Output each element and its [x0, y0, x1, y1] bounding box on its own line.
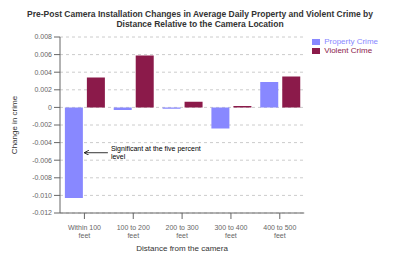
svg-text:-0.004: -0.004: [32, 139, 52, 146]
svg-text:-0.012: -0.012: [32, 209, 52, 216]
svg-text:Significant at the five percen: Significant at the five percentlevel: [111, 145, 201, 160]
html-text:Distance Relative to the Camer: Distance Relative to the Camera Location: [116, 19, 284, 29]
svg-text:-0.008: -0.008: [32, 174, 52, 181]
svg-text:0.008: 0.008: [34, 33, 52, 40]
svg-text:0.006: 0.006: [34, 51, 52, 58]
svg-text:Within 100feet: Within 100feet: [68, 224, 101, 239]
svg-text:-0.002: -0.002: [32, 121, 52, 128]
svg-text:300 to 400feet: 300 to 400feet: [214, 224, 247, 239]
svg-text:0.004: 0.004: [34, 69, 52, 76]
html-text:Pre-Post Camera Installation C: Pre-Post Camera Installation Changes in …: [27, 9, 373, 19]
svg-text:-0.006: -0.006: [32, 157, 52, 164]
svg-text:0: 0: [48, 104, 52, 111]
svg-text:100 to 200feet: 100 to 200feet: [117, 224, 150, 239]
svg-text:-0.010: -0.010: [32, 192, 52, 199]
html-text:Property Crime: Property Crime: [324, 37, 378, 46]
svg-text:400 to 500feet: 400 to 500feet: [263, 224, 296, 239]
svg-text:0.002: 0.002: [34, 86, 52, 93]
html-text:Violent Crime: Violent Crime: [324, 46, 373, 55]
svg-text:Change in crime: Change in crime: [10, 95, 19, 154]
svg-text:200 to 300feet: 200 to 300feet: [166, 224, 199, 239]
svg-text:Distance from the camera: Distance from the camera: [136, 244, 228, 253]
